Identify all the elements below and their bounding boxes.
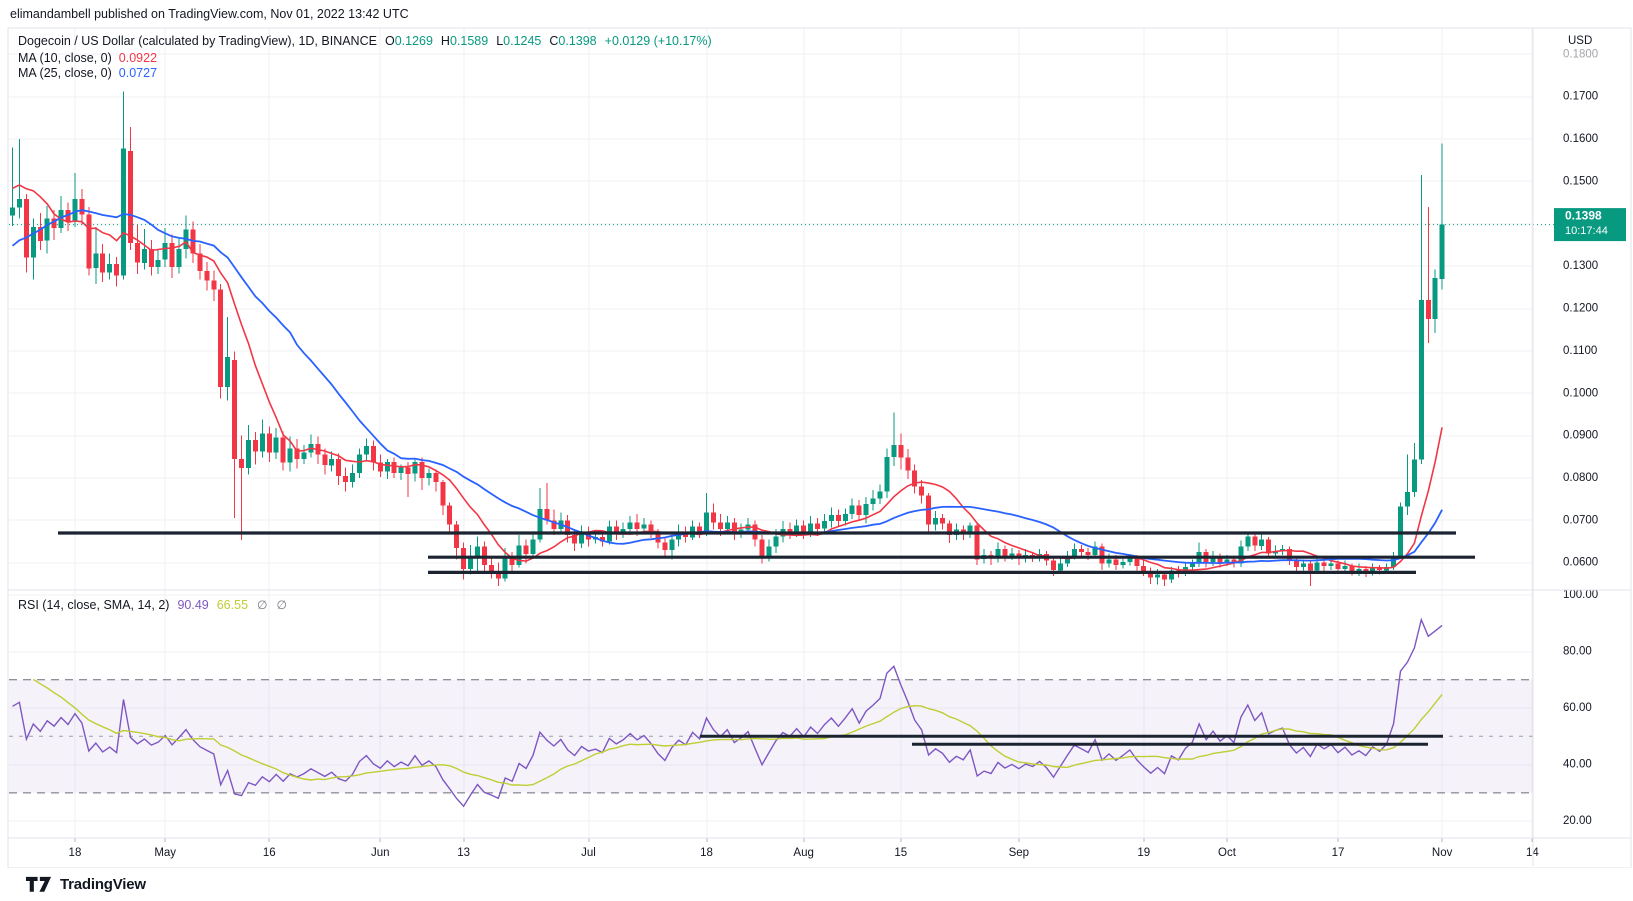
svg-text:USD: USD (1568, 35, 1592, 47)
svg-text:10:17:44: 10:17:44 (1565, 225, 1608, 237)
svg-text:Oct: Oct (1218, 847, 1237, 859)
svg-text:100.00: 100.00 (1563, 589, 1598, 601)
rsi-empty-icon: ∅ (276, 598, 287, 612)
svg-text:Jul: Jul (581, 847, 596, 859)
svg-text:15: 15 (894, 847, 907, 859)
rsi-legend: RSI (14, close, SMA, 14, 2) 90.49 66.55 ∅ ∅ (18, 598, 287, 612)
ma10-label: MA (10, close, 0) (18, 51, 112, 65)
rsi-trendlines[interactable] (700, 734, 1443, 746)
svg-text:Sep: Sep (1009, 847, 1029, 859)
svg-text:0.1800: 0.1800 (1563, 48, 1598, 60)
svg-text:0.1700: 0.1700 (1563, 91, 1598, 103)
svg-text:0.1200: 0.1200 (1563, 303, 1598, 315)
symbol-legend: Dogecoin / US Dollar (calculated by Trad… (18, 34, 712, 48)
svg-text:0.0600: 0.0600 (1563, 557, 1598, 569)
ma25-label: MA (25, close, 0) (18, 66, 112, 80)
svg-text:Jun: Jun (371, 847, 390, 859)
rsi-value: 90.49 (177, 598, 209, 612)
svg-text:13: 13 (457, 847, 470, 859)
svg-text:Aug: Aug (793, 847, 813, 859)
tradingview-logo-text: TradingView (60, 876, 146, 893)
svg-text:20.00: 20.00 (1563, 815, 1592, 827)
footer-bar: TradingView (0, 868, 1633, 901)
svg-text:0.0800: 0.0800 (1563, 472, 1598, 484)
svg-text:May: May (154, 847, 176, 859)
svg-text:0.1100: 0.1100 (1563, 345, 1597, 357)
svg-text:17: 17 (1332, 847, 1345, 859)
ma10-legend: MA (10, close, 0) 0.0922 (18, 51, 157, 65)
rsi-label: RSI (14, close, SMA, 14, 2) (18, 598, 170, 612)
ma25-legend: MA (25, close, 0) 0.0727 (18, 66, 157, 80)
rsi-line (12, 617, 1443, 808)
rsi-axis[interactable]: 100.00 80.00 60.00 40.00 20.00 (1563, 589, 1598, 827)
ohlc-open: O0.1269 (384, 34, 433, 48)
symbol-title: Dogecoin / US Dollar (calculated by Trad… (18, 34, 377, 48)
svg-text:19: 19 (1137, 847, 1150, 859)
svg-text:Nov: Nov (1432, 847, 1453, 859)
ohlc-close: C0.1398 (549, 34, 597, 48)
svg-text:0.1500: 0.1500 (1563, 175, 1598, 187)
rsi-ma-line (32, 678, 1443, 787)
svg-text:60.00: 60.00 (1563, 702, 1592, 714)
svg-text:18: 18 (69, 847, 82, 859)
candlesticks[interactable] (10, 91, 1445, 586)
rsi-ma-value: 66.55 (216, 598, 249, 612)
ma10-value: 0.0922 (118, 51, 158, 65)
tradingview-logo-icon (25, 876, 52, 893)
svg-text:0.1300: 0.1300 (1563, 260, 1598, 272)
svg-text:0.1000: 0.1000 (1563, 387, 1598, 399)
gridlines (9, 28, 1533, 842)
svg-text:0.1600: 0.1600 (1563, 133, 1598, 145)
svg-text:0.1398: 0.1398 (1565, 209, 1602, 223)
ma10-line (12, 184, 1443, 572)
ohlc-low: L0.1245 (496, 34, 542, 48)
tradingview-logo-link[interactable]: TradingView (25, 876, 146, 893)
svg-text:40.00: 40.00 (1563, 759, 1592, 771)
ohlc-high: H0.1589 (440, 34, 489, 48)
price-trendlines[interactable] (58, 531, 1475, 575)
svg-text:16: 16 (263, 847, 276, 859)
svg-text:0.0700: 0.0700 (1563, 514, 1598, 526)
last-price-badge: 0.1398 10:17:44 (1554, 208, 1626, 242)
time-axis[interactable]: 18 May 16 Jun 13 Jul 18 Aug 15 Sep 19 Oct 17 Nov 14 (69, 847, 1540, 859)
rsi-empty-icon: ∅ (257, 598, 268, 612)
svg-text:80.00: 80.00 (1563, 646, 1592, 658)
svg-text:18: 18 (700, 847, 713, 859)
publisher-attribution: elimandambell published on TradingView.c… (10, 7, 409, 21)
change-value: +0.0129 (+10.17%) (604, 34, 712, 48)
svg-text:0.0900: 0.0900 (1563, 430, 1598, 442)
price-axis[interactable]: 0.17000.16000.15000.14000.13000.12000.11… (1563, 35, 1598, 569)
ma25-value: 0.0727 (118, 66, 158, 80)
